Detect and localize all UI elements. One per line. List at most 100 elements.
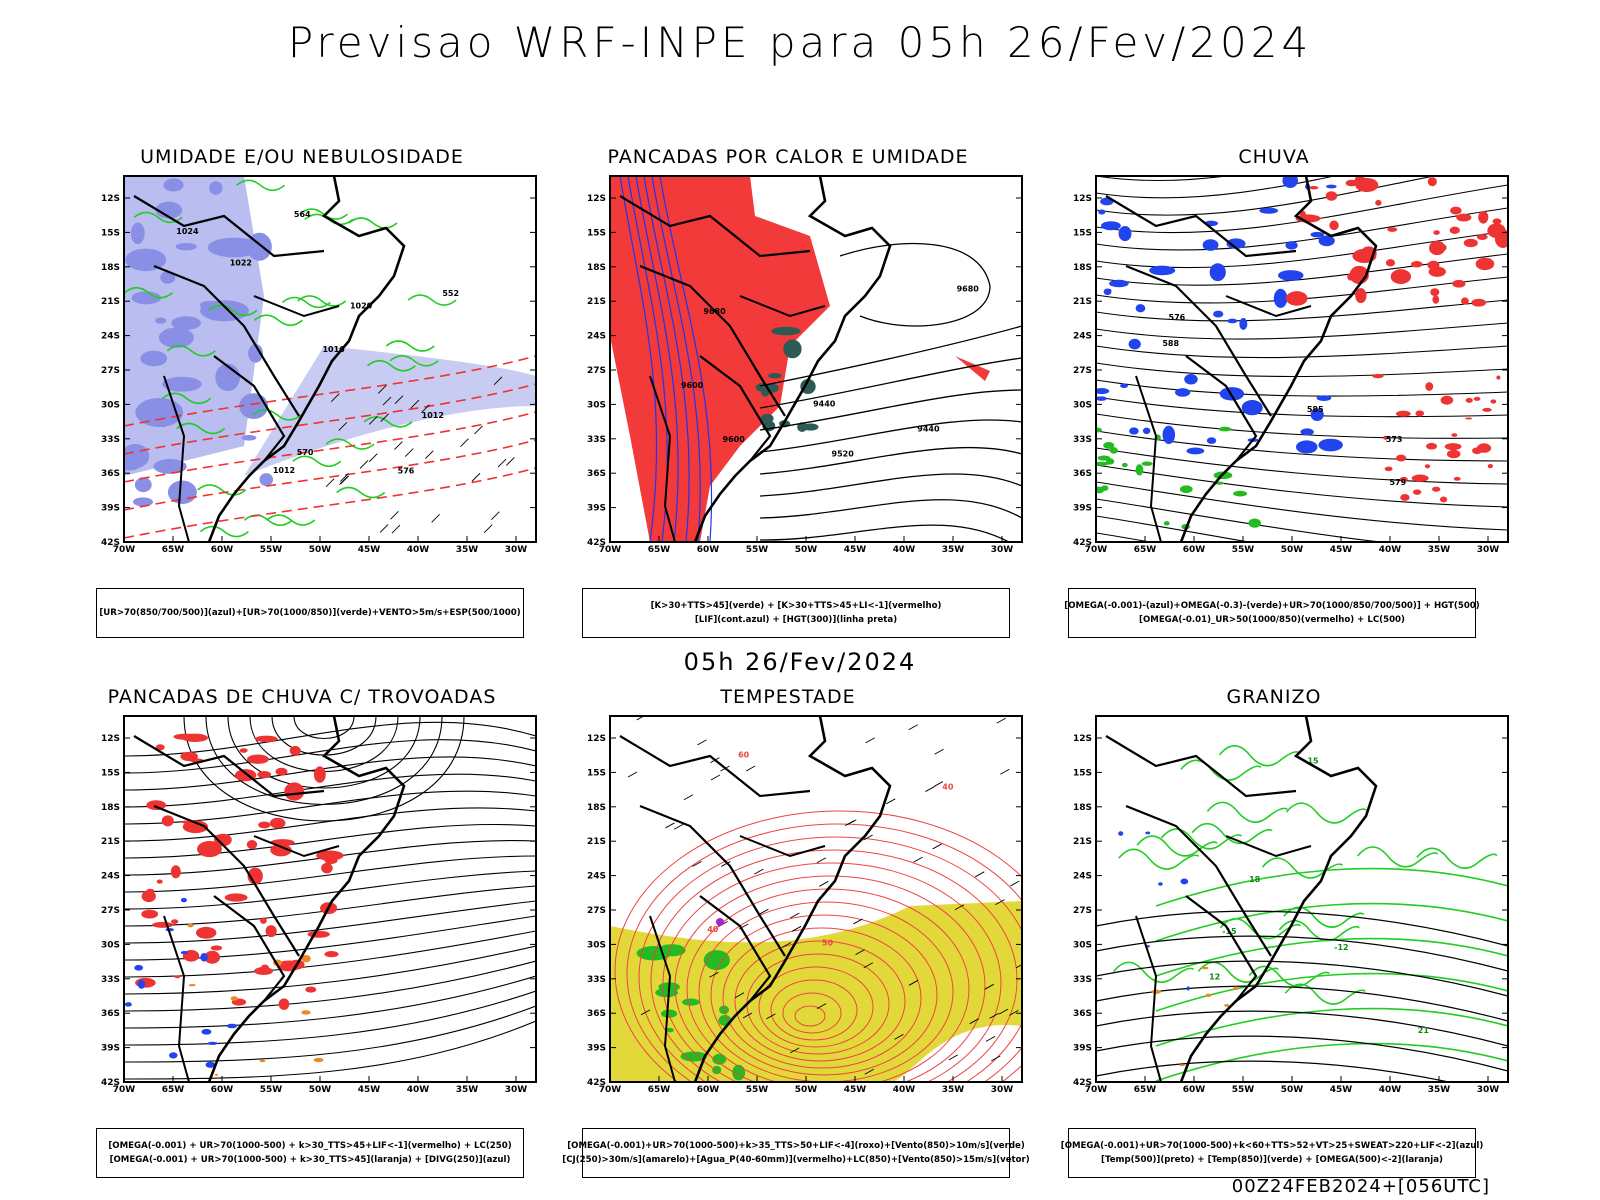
rain-green-cell [1233, 490, 1248, 497]
lat-label: 12S [1073, 194, 1092, 204]
rain-blue-cell [1101, 221, 1121, 231]
rain-blue-cell [1184, 374, 1198, 385]
humidity-cell [209, 181, 223, 195]
lon-label: 55W [260, 545, 283, 555]
low-level-humidity-contour [325, 438, 375, 450]
humidity-cell [153, 459, 187, 474]
panel-title: PANCADAS DE CHUVA C/ TROVOADAS [107, 686, 497, 708]
wind-vector [627, 771, 638, 778]
storm-map: 40 50 60 40 12S 15S 18S 21S 24S 27S 30S 33S 36S 39S 42… [587, 715, 1023, 1095]
low-level-humidity-contour [208, 304, 258, 317]
rain-blue-cell [1175, 388, 1191, 397]
rain-red-cell [1426, 442, 1438, 450]
wind-vector [819, 880, 829, 887]
divergence-blue-cell [201, 1028, 212, 1035]
wind-vector [932, 843, 942, 850]
lat-label: 39S [1073, 1044, 1092, 1054]
rain-blue-cell [1120, 383, 1128, 389]
lon-label: 50W [309, 1085, 332, 1095]
lon-label: 60W [211, 545, 234, 555]
rain-blue-cell [1213, 310, 1224, 318]
thunder-red-cell [324, 951, 339, 958]
lat-label: 30S [587, 940, 606, 950]
rain-blue-cell [1106, 288, 1112, 293]
lat-label: 33S [101, 975, 120, 985]
rain-red-cell [1490, 399, 1497, 404]
contour-label: 576 [398, 467, 415, 476]
legend-box: [OMEGA(-0.001)-(azul)+OMEGA(-0.3)-(verde… [1064, 588, 1480, 638]
rain-red-cell [1465, 417, 1473, 420]
low-level-humidity-contour [292, 455, 342, 468]
wind-vector [493, 376, 503, 386]
rain-blue-cell [1316, 395, 1332, 401]
lon-label: 40W [407, 1085, 430, 1095]
lat-label: 36S [101, 1009, 120, 1019]
wind-vector [1010, 880, 1020, 887]
rain-blue-cell [1202, 239, 1219, 251]
border-line [639, 804, 786, 957]
panel-title: UMIDADE E/OU NEBULOSIDADE [140, 146, 464, 168]
lon-label: 35W [942, 1085, 965, 1095]
temp850-contour [1191, 822, 1273, 845]
wind-vector [697, 739, 707, 746]
precipitable-water-contour [698, 901, 954, 1082]
border-line [163, 375, 190, 542]
temp850-contour [1357, 846, 1439, 868]
temp850-contour [1248, 965, 1330, 988]
border-line [739, 295, 826, 318]
thunder-red-cell [265, 925, 277, 938]
contour-label: 40 [707, 925, 719, 934]
thunder-red-cell [270, 843, 292, 857]
lon-label: 60W [1183, 1085, 1206, 1095]
strong-wind-area [680, 1051, 707, 1062]
contour-label: 1024 [176, 227, 199, 236]
low-level-humidity-contour [252, 409, 302, 421]
lat-label: 15S [101, 768, 120, 778]
height-contour [759, 325, 1022, 387]
lat-label: 42S [587, 1078, 606, 1088]
rain-red-cell [1329, 220, 1339, 231]
coastline [693, 716, 892, 1082]
height-contour [1096, 362, 1508, 378]
border-line [699, 355, 772, 462]
run-timestamp: 00Z24FEB2024+[056UTC] [1231, 1176, 1490, 1197]
lat-label: 21S [1073, 837, 1092, 847]
humidity-cell [140, 350, 168, 367]
border-line [1125, 264, 1272, 417]
wind-vector [969, 1018, 979, 1025]
lat-label: 12S [1073, 734, 1092, 744]
lon-label: 65W [1134, 1085, 1157, 1095]
lat-label: 18S [587, 263, 606, 273]
lon-label: 40W [893, 545, 916, 555]
temp850-contour [1155, 867, 1508, 907]
rain-red-cell [1449, 226, 1460, 235]
streamline [124, 739, 536, 774]
hail-map: 15122118-12-1512S15S18S21S24S27S30S33S36… [1073, 715, 1509, 1095]
wind-vector [989, 1012, 999, 1019]
panel-umidade: UMIDADE E/OU NEBULOSIDADE 1012 1016 1020 10… [94, 146, 594, 638]
lat-label: 12S [101, 194, 120, 204]
lon-label: 40W [893, 1085, 916, 1095]
lat-label: 12S [101, 734, 120, 744]
convection-green-cell [797, 422, 808, 432]
thunder-red-cell [305, 986, 317, 993]
rain-blue-cell [1109, 279, 1129, 288]
map-content: 1012 1016 1020 1024 1012 576 570 564 552 1022 [124, 176, 536, 542]
rain-green-cell [1218, 426, 1232, 432]
border-line [619, 195, 811, 258]
precipitable-water-contour [722, 927, 922, 1069]
rain-blue-cell [1209, 263, 1226, 282]
lat-label: 33S [1073, 975, 1092, 985]
humidity-cell [158, 327, 194, 348]
hail-orange-cell [1151, 989, 1162, 994]
lat-label: 27S [101, 906, 120, 916]
wind-vector [368, 453, 378, 462]
rain-red-cell [1355, 288, 1367, 304]
thunder-red-cell [210, 945, 223, 951]
precipitable-water-contour [782, 992, 842, 1034]
height-contour [1096, 176, 1231, 182]
hail-blue-cell [1180, 878, 1189, 885]
humidity-cell [163, 178, 184, 192]
rain-blue-cell [1135, 304, 1146, 313]
thunder-red-cell [146, 800, 167, 811]
